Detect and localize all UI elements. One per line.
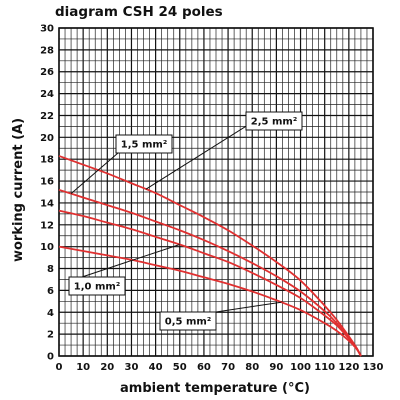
x-tick-labels: 0 10 20 30 40 50 60 70 80 90 100 110 120 130 (56, 362, 384, 373)
x-tick-label: 40 (149, 362, 163, 373)
x-tick-label: 70 (221, 362, 235, 373)
y-tick-label: 28 (40, 45, 54, 56)
x-tick-label: 0 (56, 362, 63, 373)
callouts: 1,5 mm² 2,5 mm² 1,0 mm² 0,5 mm² (68, 111, 303, 331)
y-tick-label: 10 (40, 242, 54, 253)
y-tick-label: 24 (40, 89, 54, 100)
callout-box (68, 276, 126, 296)
x-tick-label: 110 (314, 362, 335, 373)
series-line-3 (58, 245, 362, 357)
chart-title: diagram CSH 24 poles (55, 4, 223, 20)
y-tick-label: 14 (40, 198, 54, 209)
x-tick-label: 10 (76, 362, 90, 373)
x-tick-label: 100 (290, 362, 311, 373)
plot-frame (58, 27, 374, 357)
y-tick-label: 4 (47, 308, 54, 319)
callout-box (245, 111, 303, 131)
x-tick-label: 90 (269, 362, 283, 373)
x-tick-label: 130 (363, 362, 384, 373)
curves (58, 155, 362, 357)
x-tick-label: 80 (245, 362, 259, 373)
x-tick-label: 20 (100, 362, 114, 373)
x-axis-label: ambient temperature (°C) (120, 381, 310, 396)
y-tick-label: 26 (40, 67, 54, 78)
callout-label: 2,5 mm² (251, 117, 297, 128)
y-axis-label: working current (A) (11, 118, 26, 262)
y-tick-label: 6 (47, 286, 54, 297)
x-tick-label: 50 (173, 362, 187, 373)
callout-label: 0,5 mm² (165, 317, 211, 328)
x-tick-label: 30 (125, 362, 139, 373)
y-tick-label: 0 (47, 352, 54, 363)
y-tick-label: 8 (47, 264, 54, 275)
y-tick-label: 12 (40, 220, 54, 231)
x-tick-label: 60 (197, 362, 211, 373)
callout-leader (81, 244, 180, 278)
series-line-0 (58, 155, 362, 357)
y-tick-label: 16 (40, 177, 54, 188)
callout-box (159, 311, 217, 331)
y-tick-label: 30 (40, 24, 54, 35)
callout-leader (145, 124, 249, 190)
y-tick-label: 18 (40, 155, 54, 166)
callout-leader (215, 301, 282, 313)
callout-label: 1,0 mm² (74, 282, 120, 293)
x-tick-label: 120 (338, 362, 359, 373)
callout-leader (70, 152, 119, 195)
series-line-1 (58, 188, 362, 357)
y-tick-label: 22 (40, 111, 54, 122)
series-line-2 (58, 209, 362, 357)
y-tick-label: 2 (47, 330, 54, 341)
callout-box (115, 134, 173, 154)
y-tick-label: 20 (40, 133, 54, 144)
callout-label: 1,5 mm² (121, 140, 167, 151)
